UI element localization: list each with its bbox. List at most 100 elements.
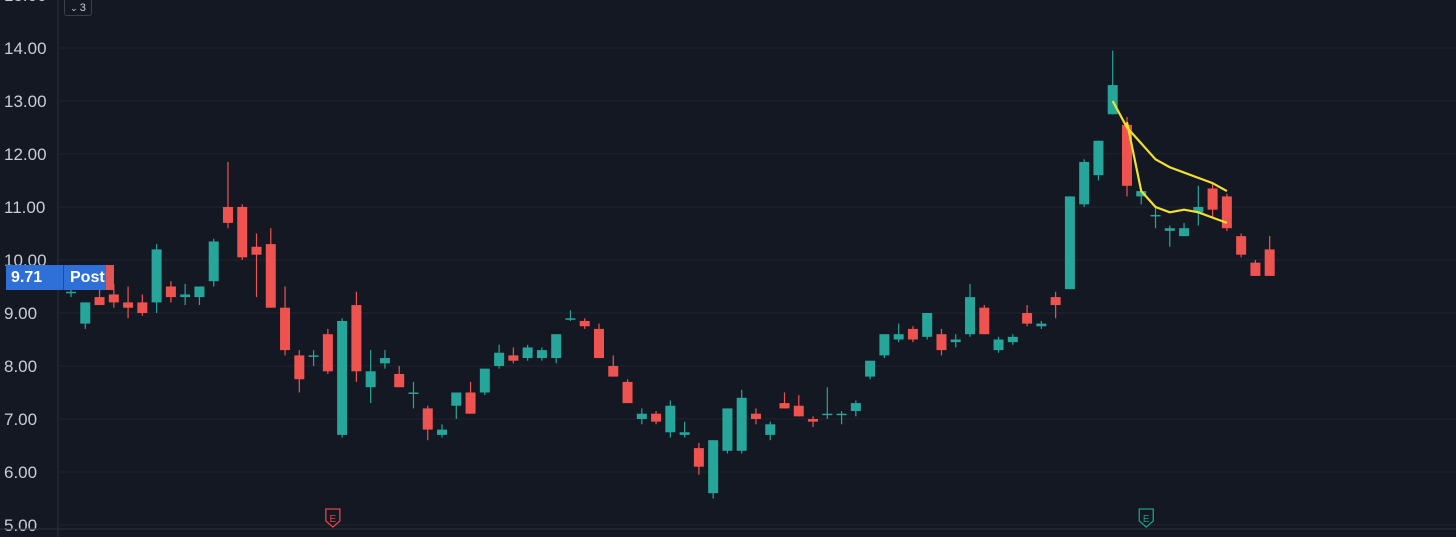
candle-body (750, 413, 761, 419)
candle-body (922, 313, 933, 337)
candle-body (836, 413, 847, 416)
candle-body (608, 366, 619, 377)
candle-body (1250, 262, 1261, 276)
y-tick-label: 6.00 (4, 463, 37, 482)
candle-body (693, 448, 704, 467)
earnings-marker-icon (1138, 508, 1154, 528)
candle-body (1022, 313, 1033, 324)
candle-body (308, 355, 319, 357)
candle-body (993, 339, 1004, 351)
session-label-text: Post (70, 269, 105, 286)
candle-body (808, 419, 819, 422)
candle-body (1179, 228, 1190, 237)
y-tick-label: 14.00 (4, 39, 47, 58)
candle-body (237, 207, 248, 258)
candle-body (622, 381, 633, 404)
candle-body (108, 294, 119, 303)
candle-body (708, 440, 719, 494)
candle-body (907, 328, 918, 340)
candle-body (736, 397, 747, 451)
candle-body (1236, 236, 1247, 255)
candle-body (936, 334, 947, 351)
candle-body (365, 371, 376, 388)
candle-body (1064, 196, 1075, 290)
candle-body (1150, 214, 1161, 217)
candle-body (1193, 207, 1204, 213)
last-price-tag: 9.71 Post R (6, 265, 114, 290)
candle-body (850, 403, 861, 412)
candle-body (1264, 249, 1275, 276)
candle-body (1164, 228, 1175, 231)
candle-body (1079, 161, 1090, 205)
candle-body (965, 297, 976, 335)
candle-body (565, 318, 576, 320)
candle-body (80, 302, 91, 324)
candle-body (351, 305, 362, 372)
candle-body (1121, 124, 1132, 186)
candle-body (950, 339, 961, 343)
candle-body (494, 352, 505, 366)
candle-body (651, 413, 662, 422)
candle-body (1007, 336, 1018, 343)
candle-body (593, 328, 604, 359)
moving-average-line (1111, 100, 1228, 193)
candle-body (579, 320, 590, 327)
candle-body (551, 334, 562, 359)
candle-body (1093, 140, 1104, 176)
candle-body (536, 350, 547, 359)
y-tick-label: 12.00 (4, 145, 47, 164)
y-tick-label: 13.00 (4, 92, 47, 111)
candle-body (822, 413, 833, 416)
candle-body (265, 244, 276, 308)
candle-body (422, 408, 433, 430)
candle-body (879, 334, 890, 356)
candle-body (722, 408, 733, 451)
overlay-lines (1111, 100, 1228, 224)
y-tick-label: 5.00 (4, 516, 37, 535)
earnings-marker-icon (325, 508, 341, 528)
candle-body (379, 358, 390, 364)
candle-body (94, 297, 105, 306)
candle-body (451, 392, 462, 406)
candle-body (66, 291, 76, 294)
earnings-marker-letter: E (1143, 514, 1150, 525)
y-tick-label: 15.00 (4, 0, 47, 5)
candle-body (1050, 297, 1061, 306)
moving-average-line (1125, 121, 1228, 224)
candle-body (1107, 85, 1118, 115)
candle-body (765, 424, 776, 435)
y-tick-label: 9.00 (4, 304, 37, 323)
candles (66, 50, 1275, 499)
candle-body (408, 392, 419, 394)
candle-body (437, 429, 448, 435)
candle-body (1207, 188, 1218, 210)
candle-body (508, 355, 519, 361)
candle-body (123, 302, 134, 308)
y-tick-label: 11.00 (4, 198, 45, 217)
legend-collapse-button[interactable]: ⌄ 3 (64, 0, 92, 16)
indicator-count: 3 (79, 2, 86, 14)
candle-body (251, 246, 262, 255)
candle-body (151, 249, 162, 303)
y-tick-label: 7.00 (4, 410, 37, 429)
session-label: Post R (63, 265, 114, 290)
candle-body (322, 334, 333, 372)
chevron-down-icon: ⌄ (70, 3, 78, 13)
candle-body (165, 286, 176, 298)
candle-body (294, 355, 305, 380)
candle-body (1221, 196, 1232, 229)
candle-body (679, 432, 690, 435)
candle-body (979, 307, 990, 335)
candle-body (522, 347, 533, 359)
candle-body (1036, 323, 1047, 327)
candle-body (893, 334, 904, 340)
earnings-marker-letter: E (330, 514, 337, 525)
candle-body (280, 307, 291, 351)
candle-body (665, 405, 676, 433)
candle-body (137, 302, 148, 313)
candle-body (1136, 191, 1147, 197)
candle-body (636, 413, 647, 419)
candle-body (337, 320, 348, 435)
